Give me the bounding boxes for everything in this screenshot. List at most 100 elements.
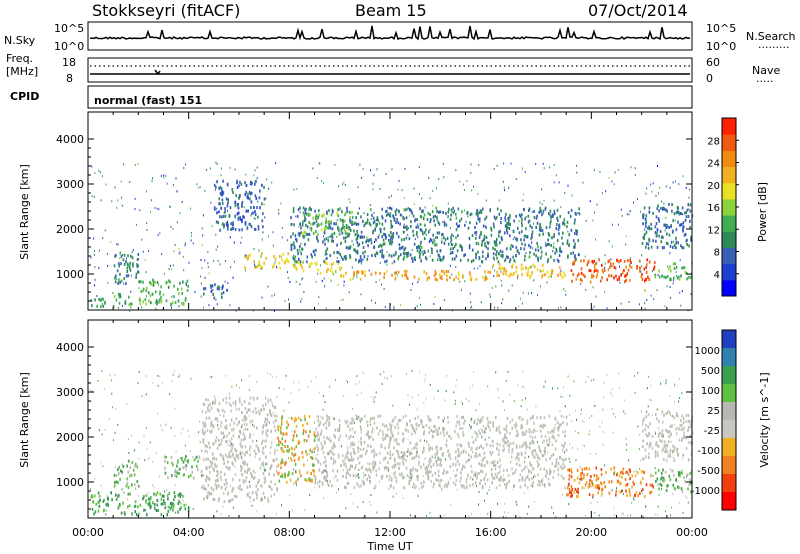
- noise-cell: [269, 452, 271, 455]
- noise-cell: [192, 456, 194, 459]
- data-cell: [572, 273, 574, 276]
- noise-cell: [392, 495, 394, 498]
- noise-cell: [325, 258, 327, 261]
- data-cell: [392, 434, 394, 438]
- noise-cell: [246, 225, 248, 228]
- data-cell: [324, 252, 327, 256]
- noise-cell: [221, 223, 223, 226]
- data-cell: [160, 498, 163, 501]
- noise-cell: [288, 416, 290, 419]
- noise-cell: [236, 407, 238, 410]
- data-cell: [135, 462, 137, 466]
- data-cell: [477, 217, 479, 221]
- data-cell: [578, 481, 581, 485]
- data-cell: [385, 213, 388, 217]
- noise-cell: [352, 277, 354, 280]
- data-cell: [371, 254, 373, 257]
- data-cell: [684, 218, 687, 222]
- noise-cell: [352, 408, 353, 410]
- noise-cell: [532, 485, 534, 488]
- noise-cell: [313, 448, 315, 451]
- data-cell: [447, 420, 450, 424]
- data-cell: [353, 442, 355, 446]
- data-cell: [463, 486, 466, 490]
- data-cell: [386, 466, 388, 470]
- data-cell: [548, 440, 551, 444]
- data-cell: [498, 428, 500, 432]
- data-cell: [454, 483, 457, 487]
- data-cell: [682, 226, 684, 230]
- data-cell: [404, 208, 406, 212]
- noise-cell: [508, 289, 510, 292]
- data-cell: [435, 206, 438, 210]
- data-cell: [532, 441, 535, 445]
- data-cell: [158, 300, 160, 304]
- data-cell: [421, 450, 424, 454]
- noise-cell: [199, 186, 201, 189]
- data-cell: [143, 508, 145, 512]
- data-cell: [454, 257, 456, 261]
- data-cell: [375, 469, 377, 473]
- data-cell: [557, 259, 560, 263]
- data-cell: [226, 440, 228, 443]
- data-cell: [487, 420, 489, 424]
- data-cell: [263, 407, 265, 411]
- data-cell: [618, 278, 621, 281]
- data-cell: [525, 446, 527, 450]
- data-cell: [269, 485, 271, 489]
- noise-cell: [594, 404, 596, 407]
- noise-cell: [179, 212, 181, 215]
- data-cell: [679, 423, 682, 427]
- data-cell: [298, 233, 301, 237]
- data-cell: [448, 207, 450, 211]
- data-cell: [132, 264, 134, 268]
- data-cell: [366, 257, 369, 261]
- noise-cell: [667, 265, 669, 268]
- data-cell: [300, 474, 302, 478]
- noise-cell: [484, 225, 486, 228]
- data-cell: [431, 447, 434, 451]
- noise-cell: [343, 181, 345, 184]
- data-cell: [418, 455, 420, 459]
- data-cell: [554, 251, 556, 255]
- data-cell: [511, 265, 513, 269]
- noise-cell: [577, 431, 579, 434]
- data-cell: [306, 255, 309, 259]
- data-cell: [553, 258, 555, 262]
- noise-cell: [656, 234, 658, 237]
- data-cell: [248, 434, 251, 438]
- data-cell: [319, 462, 322, 466]
- data-cell: [371, 213, 373, 217]
- data-cell: [530, 471, 532, 474]
- data-cell: [223, 483, 226, 486]
- data-cell: [670, 225, 672, 228]
- noise-cell: [235, 384, 237, 387]
- data-cell: [243, 460, 246, 464]
- data-cell: [363, 224, 366, 228]
- noise-cell: [112, 406, 113, 409]
- data-cell: [445, 211, 447, 215]
- data-cell: [424, 256, 427, 260]
- data-cell: [169, 280, 171, 284]
- data-cell: [140, 280, 142, 284]
- noise-cell: [127, 494, 129, 497]
- data-cell: [553, 234, 555, 238]
- data-cell: [626, 483, 629, 487]
- data-cell: [131, 512, 133, 516]
- data-cell: [654, 261, 656, 265]
- data-cell: [455, 463, 457, 467]
- data-cell: [221, 287, 223, 291]
- data-cell: [303, 463, 305, 467]
- data-cell: [346, 446, 349, 450]
- data-cell: [541, 263, 544, 267]
- data-cell: [453, 245, 456, 248]
- data-cell: [258, 196, 261, 200]
- data-cell: [557, 428, 560, 432]
- data-cell: [307, 238, 310, 242]
- data-cell: [151, 292, 154, 296]
- data-cell: [600, 473, 603, 476]
- data-cell: [438, 483, 441, 487]
- data-cell: [677, 210, 680, 214]
- data-cell: [645, 410, 648, 414]
- data-cell: [373, 421, 376, 425]
